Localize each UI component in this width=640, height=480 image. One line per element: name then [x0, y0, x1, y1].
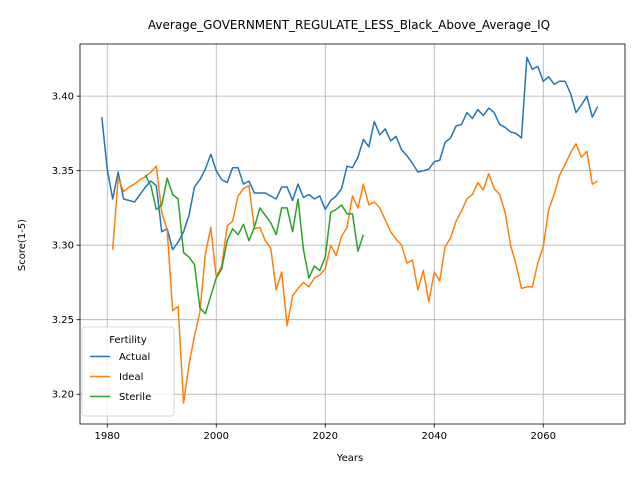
y-tick-label: 3.35: [52, 166, 74, 177]
x-tick-label: 2040: [422, 431, 447, 442]
y-axis-label: Score(1-5): [17, 219, 28, 271]
legend-label-ideal: Ideal: [119, 372, 143, 383]
x-tick-label: 2060: [531, 431, 556, 442]
legend-label-sterile: Sterile: [119, 392, 151, 403]
y-tick-label: 3.40: [52, 92, 74, 103]
y-tick-label: 3.20: [52, 390, 74, 401]
y-tick-label: 3.30: [52, 241, 74, 252]
x-tick-label: 1980: [95, 431, 120, 442]
legend-label-actual: Actual: [119, 352, 150, 363]
legend-box: [81, 326, 175, 417]
legend-title: Fertility: [109, 335, 147, 346]
y-tick-label: 3.25: [52, 315, 74, 326]
ticks: 1980 2000 2020 2040 2060 3.20 3.25 3.30 3.35 3.40: [52, 92, 556, 442]
series-lines: [101, 56, 599, 404]
series-line-sterile: [144, 174, 365, 315]
x-tick-label: 2000: [204, 431, 229, 442]
legend: Fertility Actual Ideal Sterile: [81, 326, 175, 417]
axes-frame: [79, 43, 626, 425]
x-tick-label: 2020: [313, 431, 338, 442]
chart-title: Average_GOVERNMENT_REGULATE_LESS_Black_A…: [148, 18, 550, 32]
x-axis-label: Years: [336, 453, 363, 464]
series-line-ideal: [111, 143, 599, 404]
series-line-actual: [101, 56, 599, 251]
